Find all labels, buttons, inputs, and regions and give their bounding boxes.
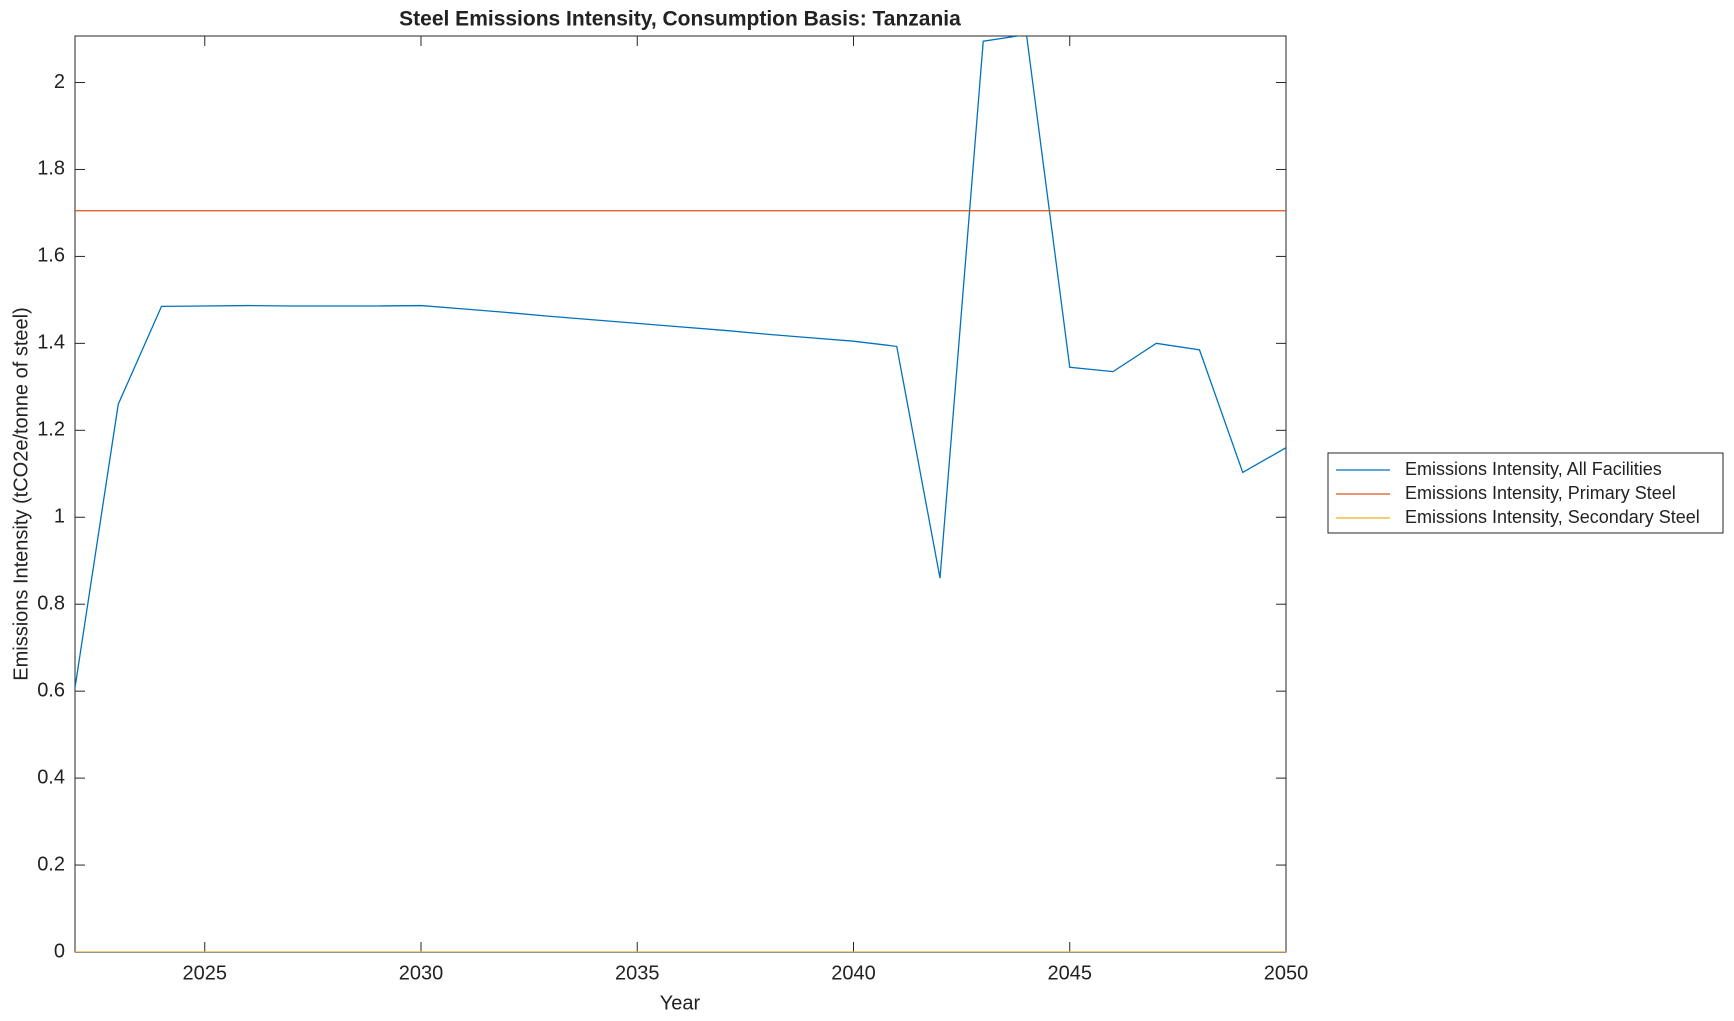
y-axis-label: Emissions Intensity (tCO2e/tonne of stee… [10, 307, 32, 681]
x-tick-label: 2035 [615, 962, 660, 984]
legend-box [1327, 452, 1724, 534]
x-tick-label: 2050 [1264, 962, 1309, 984]
y-tick-label: 1.2 [37, 419, 65, 441]
y-tick-label: 0.2 [37, 853, 65, 875]
y-tick-label: 1.8 [37, 158, 65, 180]
chart-title: Steel Emissions Intensity, Consumption B… [399, 8, 961, 31]
y-tick-label: 2 [54, 71, 65, 93]
y-tick-label: 0.6 [37, 679, 65, 701]
y-tick-label: 1.6 [37, 245, 65, 267]
legend-label: Emissions Intensity, Primary Steel [1405, 483, 1676, 503]
x-axis-label: Year [660, 992, 701, 1014]
series-line [75, 36, 1286, 688]
legend-label: Emissions Intensity, Secondary Steel [1405, 507, 1700, 527]
y-tick-label: 0 [54, 940, 65, 962]
legend-label: Emissions Intensity, All Facilities [1405, 459, 1662, 479]
y-tick-label: 0.8 [37, 592, 65, 614]
y-tick-label: 0.4 [37, 766, 65, 788]
y-tick-label: 1.4 [37, 332, 65, 354]
x-tick-label: 2040 [831, 962, 876, 984]
plot-lines [75, 36, 1286, 952]
x-tick-label: 2045 [1048, 962, 1093, 984]
y-tick-label: 1 [54, 506, 65, 528]
plot-area [74, 35, 1287, 953]
x-tick-label: 2025 [183, 962, 228, 984]
x-tick-label: 2030 [399, 962, 444, 984]
